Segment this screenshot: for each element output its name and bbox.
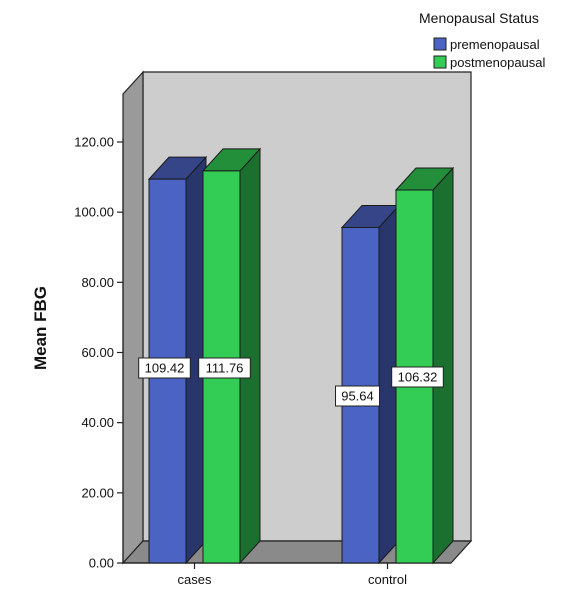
x-tick-label: control: [368, 572, 407, 587]
data-label: 109.42: [138, 357, 191, 379]
y-axis-label: Mean FBG: [31, 286, 50, 370]
legend-item: premenopausal: [433, 37, 540, 52]
bar: [394, 166, 455, 565]
legend-label: premenopausal: [450, 37, 540, 52]
legend-swatch: [433, 55, 447, 69]
legend-title: Menopausal Status: [419, 10, 539, 26]
bar-side: [239, 147, 261, 565]
data-label-box: [198, 357, 251, 379]
data-label-box: [138, 357, 191, 379]
data-labels: 109.42 111.76 95.64 106.32: [138, 357, 444, 407]
data-label-box: [335, 385, 380, 407]
y-tick-label: 120.00: [74, 135, 114, 150]
data-label-text: 106.32: [398, 370, 438, 385]
y-tick-label: 60.00: [81, 345, 114, 360]
y-tick-label: 0.00: [89, 556, 114, 571]
y-axis: 0.00 20.00 40.00 60.00 80.00 100.00 120.00: [74, 135, 451, 571]
data-label: 111.76: [198, 357, 251, 379]
data-label-text: 111.76: [206, 361, 244, 376]
x-axis: cases control: [178, 563, 407, 587]
legend-swatch: [433, 37, 447, 51]
data-label-text: 109.42: [145, 361, 185, 376]
bar: [340, 204, 401, 565]
data-label: 106.32: [391, 366, 444, 388]
x-tick-label: cases: [178, 572, 212, 587]
side-wall: [122, 70, 144, 565]
legend: Menopausal Status premenopausal postmenop…: [419, 10, 546, 70]
bar-side: [432, 166, 454, 565]
data-label: 95.64: [335, 385, 380, 407]
bar: [201, 147, 262, 565]
y-tick-label: 80.00: [81, 275, 114, 290]
legend-item: postmenopausal: [433, 55, 546, 70]
y-tick-label: 40.00: [81, 415, 114, 430]
legend-label: postmenopausal: [450, 55, 546, 70]
y-tick-label: 100.00: [74, 205, 114, 220]
data-label-box: [391, 366, 444, 388]
y-tick-label: 20.00: [81, 485, 114, 500]
data-label-text: 95.64: [341, 389, 374, 404]
